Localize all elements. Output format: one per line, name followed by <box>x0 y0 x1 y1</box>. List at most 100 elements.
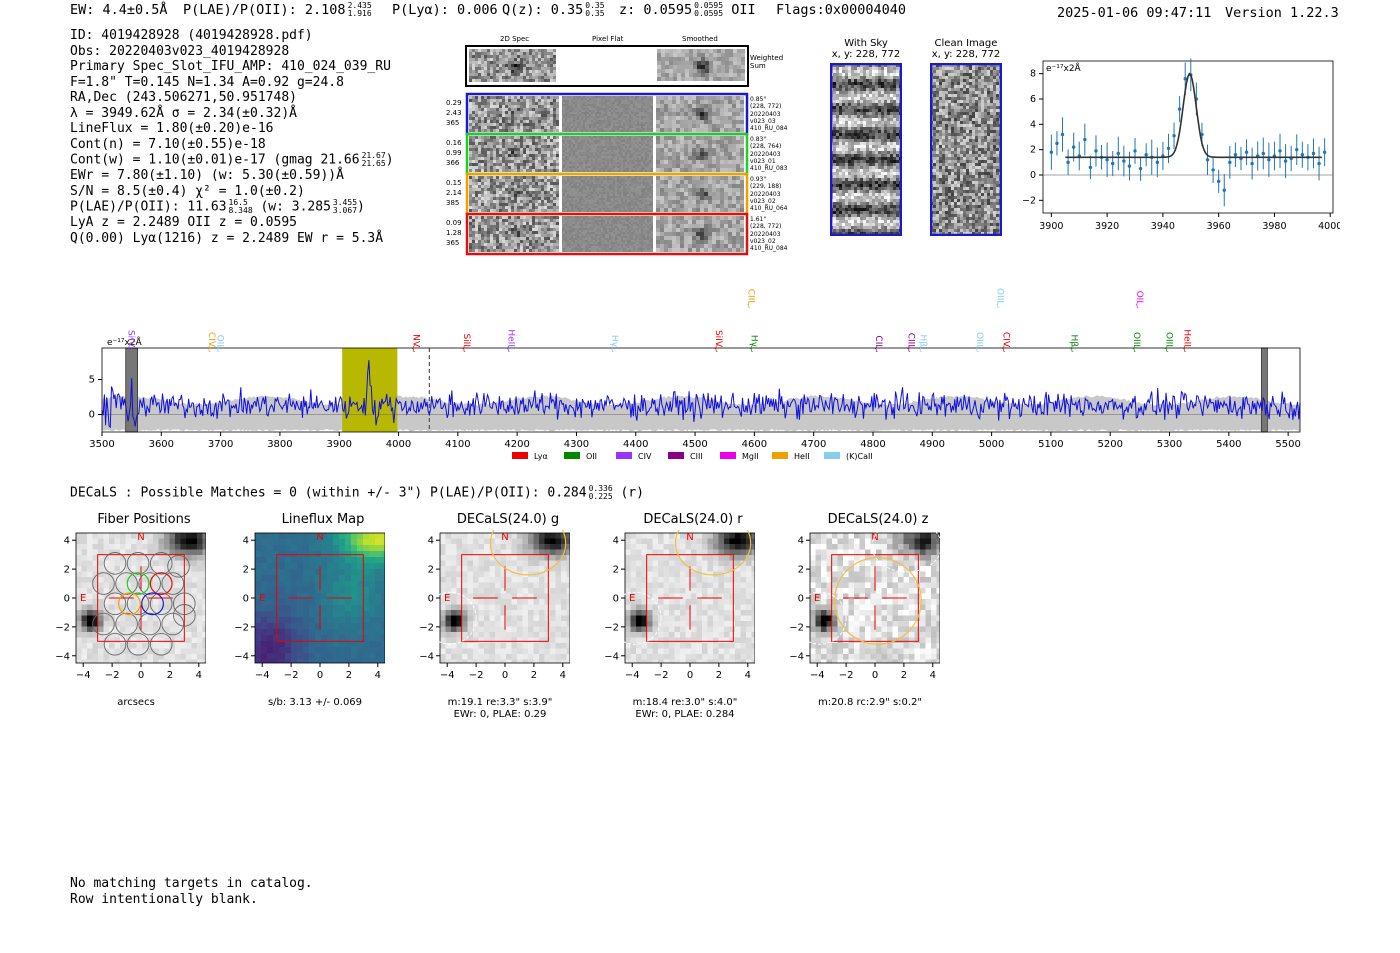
cutout-title: DECaLS(24.0) r <box>643 512 743 527</box>
spec-legend-label: MgII <box>742 452 759 461</box>
info-plae-w-lo: 3.067 <box>332 206 358 215</box>
cutout-group: N E −4 −4 −2 −2 0 0 2 2 4 4 <box>420 530 570 681</box>
zoom-data-point <box>1116 151 1120 156</box>
zoom-x-tick-label: 3960 <box>1207 221 1231 232</box>
fiber-row-meta-line: 0.83" <box>750 136 767 143</box>
north-label: N <box>871 532 878 543</box>
fiber-row-meta-line: v023_02 <box>750 237 776 245</box>
cutout-y-tick-label: −4 <box>56 651 70 662</box>
cutout-x-tick-label: 4 <box>745 670 751 681</box>
spec-line-label: OII <box>215 335 225 347</box>
clean-frame <box>930 63 1002 236</box>
cutout-x-tick-label: 2 <box>716 670 722 681</box>
fiber-circle <box>161 612 185 636</box>
zoom-x-tick-label: 3940 <box>1151 221 1175 232</box>
spec-legend-swatch <box>616 452 632 459</box>
spec-x-tick-label: 4600 <box>742 439 767 450</box>
zoom-x-tick-label: 3900 <box>1039 221 1063 232</box>
spec-x-tick-label: 3800 <box>267 439 292 450</box>
with-sky-image <box>830 63 902 236</box>
cutout-y-tick-label: 4 <box>428 536 434 547</box>
fiber-circle <box>126 592 150 616</box>
fiber-circle-green <box>126 572 150 595</box>
cutout-caption: m:18.4 re:3.0" s:4.0" EWr: 0, PLAE: 0.284 <box>610 697 760 721</box>
spec-legend-label: CIV <box>638 452 652 461</box>
cutout-x-tick-label: 4 <box>930 670 936 681</box>
info-plae-text: P(LAE)/P(OII): 11.63 <box>70 199 227 215</box>
fiber-row-stats: 0.15 2.14 385 <box>446 178 462 208</box>
zoom-data-point <box>1060 132 1065 137</box>
cutout-x-tick-label: −4 <box>625 670 640 681</box>
with-sky-xy: x, y: 228, 772 <box>831 49 901 60</box>
zoom-data-point <box>1211 168 1215 172</box>
fiber-row-stat: 0.09 <box>446 219 462 227</box>
cutout-caption-line: EWr: 0, PLAE: 0.284 <box>635 709 735 720</box>
cutout-y-tick-label: 4 <box>798 536 804 547</box>
zoom-data-point <box>1233 153 1238 157</box>
cutout-caption: arcsecs <box>61 697 211 709</box>
spec-line-brace: { <box>216 345 220 353</box>
cutout-x-tick-label: 4 <box>560 670 566 681</box>
cutout-title: Fiber Positions <box>97 512 191 527</box>
zoom-data-point <box>1177 107 1182 111</box>
info-plae: P(LAE)/P(OII): 11.63 16.5 8.348 (w: 3.285 3… <box>70 199 394 215</box>
zoom-data-point <box>1071 145 1076 149</box>
spec-x-tick-label: 4200 <box>504 439 529 450</box>
cutout-x-tick-label: 4 <box>196 670 202 681</box>
spec-line-label: CIV <box>206 332 216 348</box>
decals-summary-text: DECaLS : Possible Matches = 0 (within +/… <box>70 485 587 501</box>
aperture-box <box>97 554 185 642</box>
info-lambda: λ = 3949.62Å σ = 2.34(±0.32)Å <box>70 105 297 121</box>
info-contw-hi: 21.67 <box>361 151 386 160</box>
zoom-data-point <box>1122 159 1126 163</box>
spec-x-tick-label: 4900 <box>920 439 945 450</box>
spec-x-tick-label: 4500 <box>682 439 707 450</box>
zoom-data-point <box>1283 159 1288 163</box>
cutout-x-tick-label: −2 <box>839 670 854 681</box>
north-label: N <box>501 532 508 543</box>
spec-line-label: NV <box>410 334 420 348</box>
spec-line-brace: { <box>506 345 510 353</box>
fiber-circle <box>103 592 127 616</box>
zoom-data-point <box>1055 141 1059 146</box>
spec-x-tick-label: 3900 <box>327 439 352 450</box>
col-pixelflat-label: Pixel Flat <box>592 35 624 43</box>
spec-legend-label: (K)CaII <box>846 452 873 461</box>
spec-x-tick-label: 4800 <box>860 439 885 450</box>
fiber-row-frame <box>465 212 749 256</box>
cutout-caption: s/b: 3.13 +/- 0.069 <box>240 697 390 709</box>
cutout-y-tick-label: 2 <box>428 565 434 576</box>
info-contw-text: Cont(w) = 1.10(±0.01)e-17 (gmag 21.66 <box>70 152 360 168</box>
fiber-row-meta-line: v023_03 <box>750 117 776 125</box>
fiber-row-meta: 1.61" (228, 772) 20220403 v023_02 410_RU_084 <box>750 216 787 252</box>
spec-mask-right <box>1261 347 1268 433</box>
fiber-row-meta-line: 20220403 <box>750 150 781 158</box>
decals-summary-lo: 0.225 <box>588 492 613 501</box>
fiber-row-stat: 365 <box>446 119 460 127</box>
zoom-data-point <box>1300 153 1305 157</box>
fiber-circle <box>149 552 173 575</box>
cutout-y-tick-label: 2 <box>798 565 804 576</box>
spec-line-brace: { <box>975 345 979 353</box>
source-ellipse-dashed <box>793 591 847 645</box>
fiber-circle <box>103 632 127 656</box>
east-label: E <box>629 593 635 604</box>
fiber-row-meta-line: 0.93" <box>750 176 767 183</box>
zoom-data-point <box>1222 188 1226 192</box>
spec-line-brace: { <box>874 345 878 353</box>
spec-line-brace: { <box>1135 301 1139 309</box>
cutout-panel: N E −4 −4 −2 −2 0 0 2 2 4 4 <box>790 530 940 681</box>
cutout-x-tick-label: 2 <box>346 670 352 681</box>
zoom-data-point <box>1066 160 1070 165</box>
cutout-x-tick-label: 0 <box>687 670 693 681</box>
zoom-data-point <box>1144 153 1148 157</box>
zoom-x-tick-label: 4000 <box>1318 221 1340 232</box>
spec-line-brace: { <box>1132 345 1136 353</box>
cutout-image <box>810 533 940 663</box>
spec-line-label: HeII <box>1181 329 1191 347</box>
match-circle <box>833 556 922 645</box>
info-plae-lo: 8.348 <box>228 206 253 215</box>
header-q-label: Q(z): 0.35 <box>502 2 584 18</box>
with-sky-title: With Sky x, y: 228, 772 <box>830 38 902 60</box>
header-qz: Q(z): 0.35 0.35 0.35 <box>502 2 605 19</box>
